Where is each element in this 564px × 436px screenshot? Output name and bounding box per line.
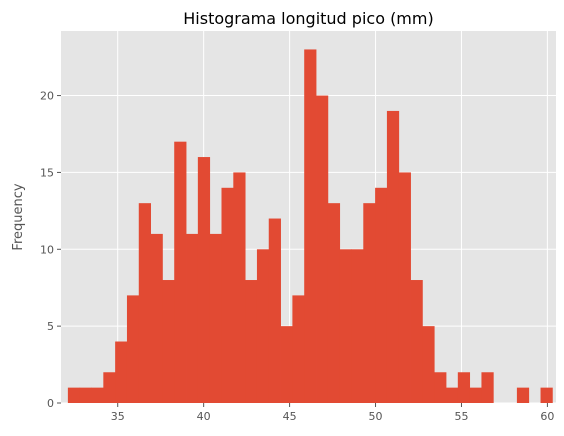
histogram-bar — [469, 387, 482, 403]
histogram-bar — [91, 387, 104, 403]
histogram-bar — [162, 280, 175, 403]
histogram-bar — [103, 372, 116, 403]
y-tick-label: 20 — [40, 90, 54, 103]
histogram-bar — [363, 203, 376, 403]
histogram-bar — [386, 110, 400, 403]
histogram-bar — [126, 295, 140, 403]
histogram-bar — [280, 326, 293, 403]
histogram-bar — [398, 172, 411, 403]
histogram-bar — [209, 233, 222, 403]
y-tick-label: 15 — [40, 166, 54, 179]
chart-title: Histograma longitud pico (mm) — [183, 9, 433, 28]
y-tick-label: 5 — [47, 320, 54, 333]
histogram-bar — [115, 341, 128, 403]
histogram-bar — [174, 141, 187, 404]
histogram-bar — [481, 372, 494, 403]
histogram-bar — [351, 249, 364, 403]
x-tick-label: 50 — [369, 410, 383, 423]
y-axis-label: Frequency — [11, 183, 26, 250]
histogram-bar — [245, 280, 258, 403]
histogram-bar — [138, 203, 151, 403]
x-axis-ticks: 35 40 45 50 55 60 — [111, 403, 554, 423]
histogram-bar — [457, 372, 471, 403]
histogram-bar — [79, 387, 92, 403]
histogram-bar — [233, 172, 246, 403]
histogram-bar — [375, 187, 388, 403]
histogram-bar — [197, 157, 211, 403]
x-tick-label: 55 — [454, 410, 468, 423]
histogram-bar — [540, 387, 553, 403]
y-tick-label: 0 — [47, 397, 54, 410]
histogram-bar — [434, 372, 447, 403]
y-tick-label: 10 — [40, 243, 54, 256]
histogram-bars — [67, 49, 553, 404]
histogram-bar — [410, 280, 423, 403]
histogram-bar — [422, 326, 435, 403]
histogram-bar — [186, 233, 199, 403]
histogram-bar — [268, 218, 281, 403]
histogram-bar — [150, 233, 163, 403]
x-tick-label: 60 — [540, 410, 554, 423]
y-axis-ticks: 0 5 10 15 20 — [40, 90, 61, 410]
x-tick-label: 45 — [283, 410, 297, 423]
histogram-bar — [446, 387, 459, 403]
histogram-bar — [292, 295, 305, 403]
histogram-bar — [67, 387, 81, 403]
histogram-bar — [327, 203, 341, 403]
x-tick-label: 35 — [111, 410, 125, 423]
histogram-bar — [221, 187, 234, 403]
histogram-bar — [256, 249, 270, 403]
histogram-bar — [339, 249, 352, 403]
histogram-bar — [304, 49, 317, 403]
x-tick-label: 40 — [197, 410, 211, 423]
histogram-bar — [516, 387, 530, 403]
histogram-bar — [316, 95, 329, 403]
